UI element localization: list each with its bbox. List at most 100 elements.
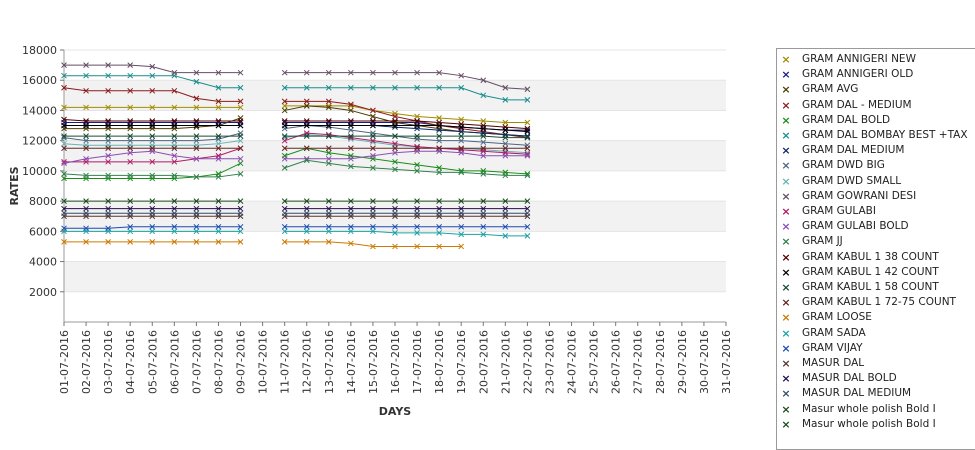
series-line	[284, 135, 528, 139]
x-tick-label: 01-07-2016	[58, 330, 71, 394]
series-line	[63, 150, 241, 164]
x-tick-label: 27-07-2016	[632, 330, 645, 394]
series-line	[284, 241, 462, 247]
series-line	[284, 100, 528, 139]
y-axis-title: RATES	[8, 166, 21, 205]
legend-label: GRAM AVG	[802, 83, 859, 96]
series-line	[64, 147, 241, 163]
legend-marker-icon: ×	[781, 250, 791, 264]
series-group	[61, 72, 531, 103]
series-layer	[61, 62, 531, 250]
x-tick-label: 22-07-2016	[521, 330, 534, 394]
legend-marker-icon: ×	[781, 189, 791, 203]
x-axis: 01-07-2016 02-07-2016 03-07-2016 04-07-2016…	[58, 322, 733, 394]
y-tick-label: 4000	[29, 256, 57, 269]
legend-marker-icon: ×	[781, 144, 791, 158]
y-tick-label: 8000	[29, 195, 57, 208]
legend-label: GRAM DWD BIG	[802, 159, 885, 172]
line-chart: 2000 4000 6000 8000 10000 12000 14000 16000 1800…	[8, 44, 733, 418]
series-group	[61, 239, 465, 250]
legend-label: GRAM LOOSE	[802, 311, 872, 324]
series-line	[64, 75, 241, 89]
legend-marker-icon: ×	[781, 220, 791, 234]
series-group	[61, 205, 531, 212]
x-tick-label: 19-07-2016	[455, 330, 468, 394]
x-tick-label: 20-07-2016	[477, 330, 490, 394]
legend-marker-icon: ×	[781, 341, 791, 355]
plot-background-bands	[64, 50, 726, 322]
legend-marker-icon: ×	[781, 174, 791, 188]
series-line	[284, 159, 528, 176]
y-tick-label: 14000	[22, 104, 57, 117]
legend-label: GRAM DWD SMALL	[802, 174, 902, 187]
x-tick-label: 23-07-2016	[543, 330, 556, 394]
x-tick-label: 09-07-2016	[235, 330, 248, 394]
legend-marker-icon: ×	[781, 265, 791, 279]
legend-label: GRAM SADA	[802, 326, 866, 339]
legend-label: MASUR DAL	[802, 357, 865, 369]
series-group	[61, 133, 531, 141]
x-tick-label: 16-07-2016	[389, 330, 402, 394]
legend-label: GRAM KABUL 1 42 COUNT	[802, 265, 939, 278]
legend-marker-icon: ×	[781, 83, 791, 97]
legend-label: GRAM ANNIGERI NEW	[802, 53, 916, 65]
x-tick-label: 21-07-2016	[499, 330, 512, 394]
legend-marker-icon: ×	[781, 417, 791, 431]
series-line	[284, 230, 528, 237]
series-group	[61, 103, 531, 139]
x-tick-label: 03-07-2016	[102, 330, 115, 394]
y-tick-label: 12000	[22, 135, 57, 148]
legend-marker-icon: ×	[781, 68, 791, 82]
legend-marker-icon: ×	[781, 235, 791, 249]
series-group	[61, 198, 531, 204]
series-line	[284, 147, 528, 175]
legend-label: GRAM KABUL 1 58 COUNT	[802, 281, 939, 293]
y-axis: 2000 4000 6000 8000 10000 12000 14000 16000 1800…	[22, 44, 64, 299]
series-line	[284, 105, 528, 124]
legend-marker-icon: ×	[781, 205, 791, 218]
legend-marker-icon: ×	[781, 296, 791, 310]
data-point	[61, 171, 67, 177]
series-line	[64, 162, 241, 179]
x-tick-label: 13-07-2016	[323, 330, 336, 394]
x-tick-label: 26-07-2016	[610, 330, 623, 394]
legend-marker-icon: ×	[781, 326, 791, 340]
series-group	[61, 145, 531, 152]
legend-marker-icon: ×	[781, 357, 791, 370]
x-tick-label: 15-07-2016	[367, 330, 380, 394]
y-tick-label: 10000	[22, 165, 57, 178]
x-tick-label: 05-07-2016	[146, 330, 159, 394]
legend-marker-icon: ×	[781, 113, 791, 127]
y-tick-label: 2000	[29, 286, 57, 299]
series-line	[64, 117, 241, 130]
x-tick-label: 30-07-2016	[698, 330, 711, 394]
legend-label: GRAM GULABI BOLD	[802, 220, 909, 233]
series-line	[63, 87, 241, 102]
legend-marker-icon: ×	[781, 402, 791, 416]
series-line	[64, 226, 241, 229]
grid-band	[64, 80, 726, 111]
x-tick-label: 04-07-2016	[124, 330, 137, 394]
series-group	[61, 103, 531, 126]
series-line	[63, 119, 241, 122]
series-group	[61, 210, 531, 217]
x-tick-label: 08-07-2016	[212, 330, 225, 394]
y-tick-label: 18000	[22, 44, 57, 57]
series-group	[61, 62, 531, 93]
legend-marker-icon: ×	[781, 311, 791, 325]
series-group	[61, 223, 531, 232]
x-axis-title: DAYS	[379, 405, 412, 418]
data-point	[524, 86, 531, 93]
x-tick-label: 11-07-2016	[279, 330, 292, 394]
series-line	[63, 173, 241, 178]
series-line	[284, 120, 528, 130]
series-line	[64, 64, 241, 74]
x-tick-label: 10-07-2016	[257, 330, 270, 394]
x-tick-label: 12-07-2016	[301, 330, 314, 394]
x-tick-label: 25-07-2016	[588, 330, 601, 394]
series-line	[284, 125, 528, 133]
legend-label: GRAM KABUL 1 38 COUNT	[802, 250, 939, 263]
series-group	[61, 122, 531, 135]
legend-label: GRAM GOWRANI DESI	[802, 189, 917, 202]
legend-label: Masur whole polish Bold I	[802, 402, 936, 415]
